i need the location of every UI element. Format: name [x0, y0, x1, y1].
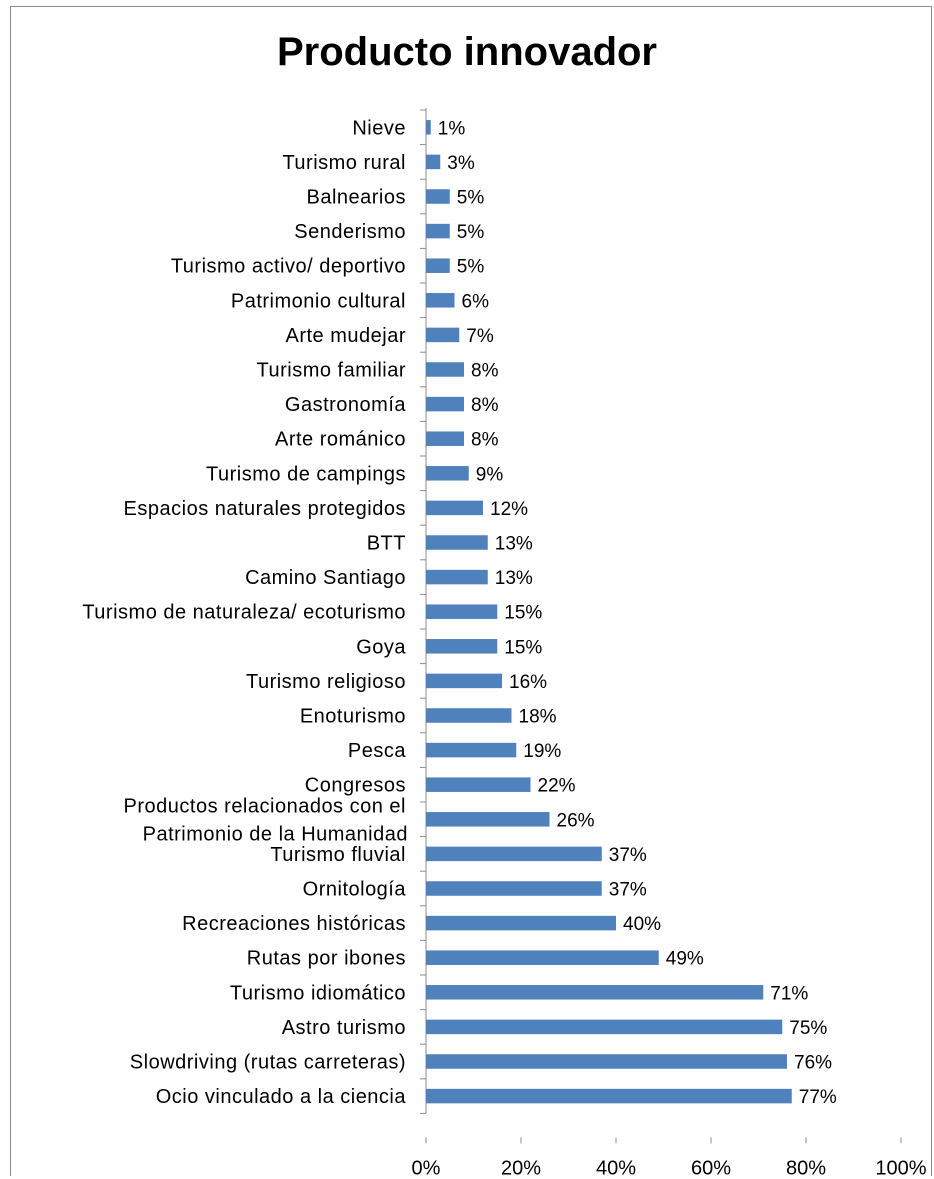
- value-tick-label: 100%: [875, 1157, 926, 1179]
- data-label: 12%: [490, 499, 528, 520]
- bar: [426, 500, 483, 516]
- bar: [426, 396, 464, 412]
- data-label: 16%: [509, 672, 547, 693]
- category-label: Turismo fluvial: [270, 844, 406, 866]
- bar: [426, 258, 450, 273]
- data-label: 13%: [495, 534, 533, 555]
- bar: [426, 223, 450, 239]
- category-label: Arte románico: [275, 429, 406, 451]
- data-label: 15%: [504, 603, 542, 624]
- bar: [426, 742, 517, 758]
- data-label: 40%: [623, 914, 661, 935]
- data-label: 26%: [557, 810, 595, 831]
- bar: [426, 120, 431, 135]
- value-tick-label: 60%: [691, 1157, 731, 1179]
- bar: [426, 950, 659, 965]
- data-label: 76%: [794, 1053, 832, 1074]
- category-label: Patrimonio cultural: [231, 290, 406, 312]
- data-label: 19%: [523, 741, 561, 762]
- data-label: 49%: [666, 949, 704, 970]
- category-label: Pesca: [348, 740, 406, 762]
- category-label: BTT: [367, 533, 406, 555]
- bar: [426, 1054, 787, 1069]
- value-tick-label: 80%: [786, 1157, 826, 1179]
- bar: [426, 604, 498, 619]
- chart-title: Producto innovador: [277, 30, 657, 74]
- data-label: 71%: [770, 983, 808, 1004]
- data-label: 5%: [457, 188, 485, 209]
- category-label: Turismo de campings: [206, 463, 406, 485]
- bar: [426, 362, 464, 377]
- data-label: 8%: [471, 395, 499, 416]
- category-label: Arte mudejar: [286, 325, 407, 347]
- data-label: 7%: [466, 326, 494, 347]
- bar: [426, 915, 616, 931]
- category-label: Enoturismo: [300, 706, 406, 728]
- category-label: Balnearios: [306, 187, 406, 209]
- data-label: 1%: [438, 118, 466, 139]
- data-label: 75%: [789, 1018, 827, 1039]
- data-label: 37%: [609, 845, 647, 866]
- category-label: Congresos: [305, 775, 406, 797]
- data-label: 6%: [462, 291, 490, 312]
- category-label: Turismo idiomático: [230, 982, 406, 1004]
- bar: [426, 777, 531, 792]
- data-label: 18%: [519, 707, 557, 728]
- bar: [426, 327, 460, 343]
- category-label: Astro turismo: [282, 1017, 406, 1039]
- category-label: Turismo religioso: [246, 671, 406, 693]
- category-label: Turismo de naturaleza/ ecoturismo: [82, 602, 406, 624]
- bar: [426, 673, 502, 689]
- data-label: 37%: [609, 880, 647, 901]
- value-tick-label: 40%: [596, 1157, 636, 1179]
- bar: [426, 431, 464, 446]
- bar: [426, 569, 488, 585]
- data-label: 22%: [538, 776, 576, 797]
- chart-area: [10, 6, 932, 1176]
- category-label: Goya: [356, 636, 406, 658]
- bar: [426, 985, 764, 1000]
- data-label: 3%: [447, 153, 475, 174]
- category-label: Camino Santiago: [245, 567, 406, 589]
- bar: [426, 154, 441, 170]
- category-label: Turismo activo/ deportivo: [171, 256, 406, 278]
- bar: [426, 708, 512, 723]
- data-label: 9%: [476, 464, 504, 485]
- category-label: Turismo rural: [282, 152, 406, 174]
- data-label: 13%: [495, 568, 533, 589]
- category-label: Productos relacionados con el Patrimonio …: [124, 795, 408, 845]
- bar: [426, 466, 469, 481]
- category-label: Ocio vinculado a la ciencia: [156, 1086, 407, 1108]
- bar: [426, 535, 488, 550]
- data-label: 8%: [471, 361, 499, 382]
- category-label: Ornitología: [303, 879, 407, 901]
- data-label: 77%: [799, 1087, 837, 1108]
- category-label: Gastronomía: [285, 394, 406, 416]
- data-label: 8%: [471, 430, 499, 451]
- bar: [426, 189, 450, 204]
- category-label: Recreaciones históricas: [182, 913, 406, 935]
- data-label: 15%: [504, 637, 542, 658]
- category-label: Nieve: [352, 117, 406, 139]
- category-label: Espacios naturales protegidos: [124, 498, 406, 520]
- category-label: Turismo familiar: [257, 360, 407, 382]
- bar: [426, 293, 455, 308]
- data-label: 5%: [457, 222, 485, 243]
- bar: [426, 639, 498, 654]
- bar: [426, 812, 550, 827]
- bar: [426, 846, 602, 862]
- category-label: Slowdriving (rutas carreteras): [130, 1052, 406, 1074]
- value-tick-label: 0%: [412, 1157, 441, 1179]
- bar: [426, 1019, 783, 1035]
- category-label: Rutas por ibones: [247, 948, 406, 970]
- data-label: 5%: [457, 257, 485, 278]
- category-label: Senderismo: [294, 221, 406, 243]
- bar: [426, 1088, 792, 1104]
- value-tick-label: 20%: [501, 1157, 541, 1179]
- bar: [426, 881, 602, 896]
